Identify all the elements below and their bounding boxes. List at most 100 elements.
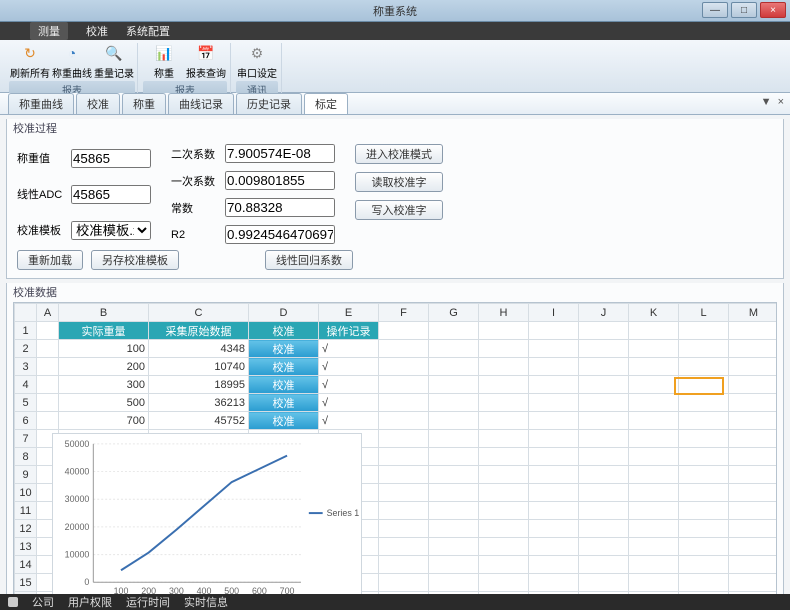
reload-button[interactable]: 重新加载 <box>17 250 83 270</box>
col-F[interactable]: F <box>379 304 429 322</box>
menu-measure[interactable]: 测量 <box>30 22 68 40</box>
cell-weight[interactable]: 500 <box>59 394 149 412</box>
status-realtime[interactable]: 实时信息 <box>184 594 228 610</box>
tab-calibrate[interactable]: 校准 <box>76 93 120 114</box>
cell-op[interactable]: √ <box>319 394 379 412</box>
row-hdr[interactable]: 9 <box>15 466 37 484</box>
row-hdr[interactable]: 6 <box>15 412 37 430</box>
row-hdr[interactable]: 3 <box>15 358 37 376</box>
weight-label: 称重值 <box>17 150 65 166</box>
col-J[interactable]: J <box>579 304 629 322</box>
col-B[interactable]: B <box>59 304 149 322</box>
minimize-button[interactable]: — <box>702 2 728 18</box>
cell-weight[interactable]: 200 <box>59 358 149 376</box>
svg-text:500: 500 <box>224 586 239 594</box>
col-L[interactable]: L <box>679 304 729 322</box>
svg-text:300: 300 <box>169 586 184 594</box>
chart-svg: 0100002000030000400005000010020030040050… <box>53 434 361 594</box>
cell-weight[interactable]: 100 <box>59 340 149 358</box>
ribbon-serial-settings[interactable]: ⚙ 串口设定 <box>236 43 278 80</box>
col-G[interactable]: G <box>429 304 479 322</box>
row-hdr-1[interactable]: 1 <box>15 322 37 340</box>
adc-input[interactable] <box>71 185 151 204</box>
window-title: 称重系统 <box>373 3 417 19</box>
row-hdr[interactable]: 5 <box>15 394 37 412</box>
calibrate-cell-button[interactable]: 校准 <box>249 340 319 358</box>
spreadsheet[interactable]: A B C D E F G H I J K L M N O 1 <box>13 302 777 594</box>
cell-raw[interactable]: 36213 <box>149 394 249 412</box>
maximize-button[interactable]: □ <box>731 2 757 18</box>
row-hdr[interactable]: 15 <box>15 574 37 592</box>
cell-raw[interactable]: 10740 <box>149 358 249 376</box>
linear-regression-button[interactable]: 线性回归系数 <box>265 250 353 270</box>
row-hdr[interactable]: 7 <box>15 430 37 448</box>
weight-input[interactable] <box>71 149 151 168</box>
col-A[interactable]: A <box>37 304 59 322</box>
tab-weigh-curve[interactable]: 称重曲线 <box>8 93 74 114</box>
read-calib-word-button[interactable]: 读取校准字 <box>355 172 443 192</box>
cell-weight[interactable]: 300 <box>59 376 149 394</box>
calibrate-cell-button[interactable]: 校准 <box>249 394 319 412</box>
cell-op[interactable]: √ <box>319 358 379 376</box>
cell-weight[interactable]: 700 <box>59 412 149 430</box>
ribbon-weigh-curve[interactable]: ◔ 称重曲线 <box>51 43 93 80</box>
c0-input[interactable] <box>225 198 335 217</box>
ribbon-refresh-all[interactable]: ↻ 刷新所有 <box>9 43 51 80</box>
status-user-perm[interactable]: 用户权限 <box>68 594 112 610</box>
adc-label: 线性ADC <box>17 186 65 202</box>
cell-op[interactable]: √ <box>319 340 379 358</box>
menu-calibrate[interactable]: 校准 <box>86 23 108 39</box>
ribbon-group-comm: ⚙ 串口设定 <box>236 43 278 80</box>
cell-raw[interactable]: 45752 <box>149 412 249 430</box>
calibrate-cell-button[interactable]: 校准 <box>249 358 319 376</box>
col-D[interactable]: D <box>249 304 319 322</box>
c2-input[interactable] <box>225 144 335 163</box>
write-calib-word-button[interactable]: 写入校准字 <box>355 200 443 220</box>
menu-sysconfig[interactable]: 系统配置 <box>126 23 170 39</box>
row-hdr[interactable]: 16 <box>15 592 37 595</box>
template-select[interactable]: 校准模板.xlsx <box>71 221 151 240</box>
tab-weigh[interactable]: 称重 <box>122 93 166 114</box>
enter-calib-mode-button[interactable]: 进入校准模式 <box>355 144 443 164</box>
close-button[interactable]: × <box>760 2 786 18</box>
col-C[interactable]: C <box>149 304 249 322</box>
cell-raw[interactable]: 18995 <box>149 376 249 394</box>
tab-curve-record[interactable]: 曲线记录 <box>168 93 234 114</box>
cell-raw[interactable]: 4348 <box>149 340 249 358</box>
row-hdr[interactable]: 10 <box>15 484 37 502</box>
row-hdr[interactable]: 2 <box>15 340 37 358</box>
cell-op[interactable]: √ <box>319 412 379 430</box>
col-M[interactable]: M <box>729 304 778 322</box>
corner-cell[interactable] <box>15 304 37 322</box>
status-runtime[interactable]: 运行时间 <box>126 594 170 610</box>
row-hdr[interactable]: 13 <box>15 538 37 556</box>
tab-history[interactable]: 历史记录 <box>236 93 302 114</box>
tabs-close-icon[interactable]: × <box>778 96 784 108</box>
row-hdr[interactable]: 12 <box>15 520 37 538</box>
col-H[interactable]: H <box>479 304 529 322</box>
gear-icon: ⚙ <box>247 43 267 63</box>
status-company[interactable]: 公司 <box>32 594 54 610</box>
cell-op[interactable]: √ <box>319 376 379 394</box>
ribbon-weight-record[interactable]: 🔍 重量记录 <box>93 43 135 80</box>
tab-calibration[interactable]: 标定 <box>304 93 348 114</box>
col-K[interactable]: K <box>629 304 679 322</box>
save-as-template-button[interactable]: 另存校准模板 <box>91 250 179 270</box>
svg-text:10000: 10000 <box>65 550 90 560</box>
svg-text:40000: 40000 <box>65 467 90 477</box>
ribbon-report-query[interactable]: 📅 报表查询 <box>185 43 227 80</box>
row-hdr[interactable]: 11 <box>15 502 37 520</box>
tabs-chevron-icon[interactable]: ▼ <box>761 96 772 108</box>
calibrate-cell-button[interactable]: 校准 <box>249 412 319 430</box>
r2-input[interactable] <box>225 225 335 244</box>
calibrate-cell-button[interactable]: 校准 <box>249 376 319 394</box>
row-hdr[interactable]: 4 <box>15 376 37 394</box>
col-E[interactable]: E <box>319 304 379 322</box>
window-controls: — □ × <box>702 2 786 18</box>
svg-text:Series 1: Series 1 <box>327 508 360 518</box>
c1-input[interactable] <box>225 171 335 190</box>
col-I[interactable]: I <box>529 304 579 322</box>
row-hdr[interactable]: 14 <box>15 556 37 574</box>
row-hdr[interactable]: 8 <box>15 448 37 466</box>
ribbon-weigh[interactable]: 📊 称重 <box>143 43 185 80</box>
